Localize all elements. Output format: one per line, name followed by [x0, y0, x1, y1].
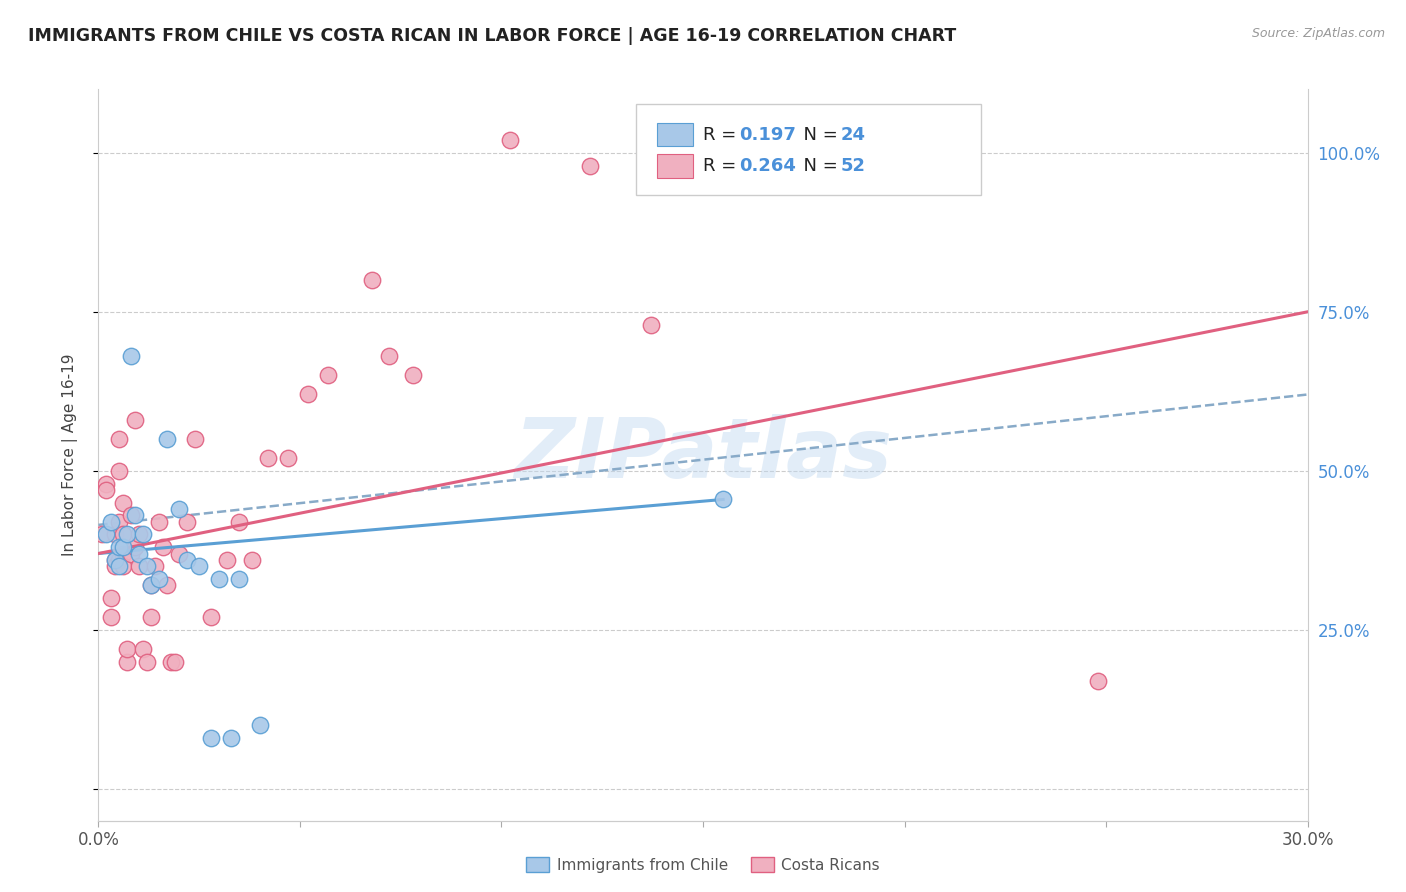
Point	[498, 133, 520, 147]
Point	[107, 515, 129, 529]
Point	[124, 508, 146, 523]
Point	[188, 559, 211, 574]
Point	[176, 553, 198, 567]
Point	[120, 547, 142, 561]
Point	[100, 515, 122, 529]
Point	[107, 559, 129, 574]
FancyBboxPatch shape	[657, 123, 693, 146]
Point	[120, 508, 142, 523]
Point	[176, 515, 198, 529]
Point	[111, 559, 134, 574]
Point	[135, 655, 157, 669]
Point	[361, 273, 384, 287]
Point	[167, 547, 190, 561]
Point	[316, 368, 339, 383]
Point	[132, 641, 155, 656]
Point	[124, 413, 146, 427]
Point	[111, 495, 134, 509]
Point	[139, 610, 162, 624]
Point	[152, 540, 174, 554]
Point	[200, 610, 222, 624]
Point	[148, 515, 170, 529]
Point	[96, 527, 118, 541]
Point	[100, 610, 122, 624]
Text: ZIPatlas: ZIPatlas	[515, 415, 891, 495]
Point	[103, 553, 125, 567]
Point	[115, 655, 138, 669]
Point	[103, 559, 125, 574]
Point	[128, 547, 150, 561]
Point	[91, 527, 114, 541]
Text: Source: ZipAtlas.com: Source: ZipAtlas.com	[1251, 27, 1385, 40]
Point	[111, 527, 134, 541]
Point	[711, 492, 734, 507]
Point	[163, 655, 186, 669]
Point	[184, 432, 207, 446]
Point	[1087, 673, 1109, 688]
Point	[217, 553, 239, 567]
Point	[377, 349, 399, 363]
Point	[228, 572, 250, 586]
FancyBboxPatch shape	[637, 103, 981, 195]
Text: R =: R =	[703, 127, 742, 145]
Legend: Immigrants from Chile, Costa Ricans: Immigrants from Chile, Costa Ricans	[520, 851, 886, 879]
FancyBboxPatch shape	[657, 154, 693, 178]
Point	[221, 731, 243, 745]
Point	[402, 368, 425, 383]
Point	[139, 578, 162, 592]
Point	[297, 387, 319, 401]
Point	[115, 641, 138, 656]
Point	[115, 527, 138, 541]
Point	[208, 572, 231, 586]
Text: 0.264: 0.264	[740, 157, 796, 175]
Point	[277, 451, 299, 466]
Point	[107, 432, 129, 446]
Point	[100, 591, 122, 605]
Point	[148, 572, 170, 586]
Point	[111, 540, 134, 554]
Point	[107, 464, 129, 478]
Y-axis label: In Labor Force | Age 16-19: In Labor Force | Age 16-19	[62, 353, 77, 557]
Point	[107, 540, 129, 554]
Point	[120, 349, 142, 363]
Point	[256, 451, 278, 466]
Text: N =: N =	[793, 157, 844, 175]
Point	[128, 559, 150, 574]
Text: N =: N =	[793, 127, 844, 145]
Point	[143, 559, 166, 574]
Point	[96, 483, 118, 497]
Point	[156, 578, 179, 592]
Point	[156, 432, 179, 446]
Point	[160, 655, 183, 669]
Point	[111, 547, 134, 561]
Text: R =: R =	[703, 157, 742, 175]
Point	[96, 476, 118, 491]
Text: 24: 24	[841, 127, 866, 145]
Point	[107, 553, 129, 567]
Point	[124, 540, 146, 554]
Point	[249, 718, 271, 732]
Point	[128, 527, 150, 541]
Point	[200, 731, 222, 745]
Text: 52: 52	[841, 157, 866, 175]
Point	[167, 502, 190, 516]
Point	[103, 553, 125, 567]
Point	[139, 578, 162, 592]
Point	[579, 159, 602, 173]
Point	[103, 527, 125, 541]
Point	[135, 559, 157, 574]
Point	[640, 318, 662, 332]
Point	[228, 515, 250, 529]
Text: IMMIGRANTS FROM CHILE VS COSTA RICAN IN LABOR FORCE | AGE 16-19 CORRELATION CHAR: IMMIGRANTS FROM CHILE VS COSTA RICAN IN …	[28, 27, 956, 45]
Point	[132, 527, 155, 541]
Point	[240, 553, 263, 567]
Text: 0.197: 0.197	[740, 127, 796, 145]
